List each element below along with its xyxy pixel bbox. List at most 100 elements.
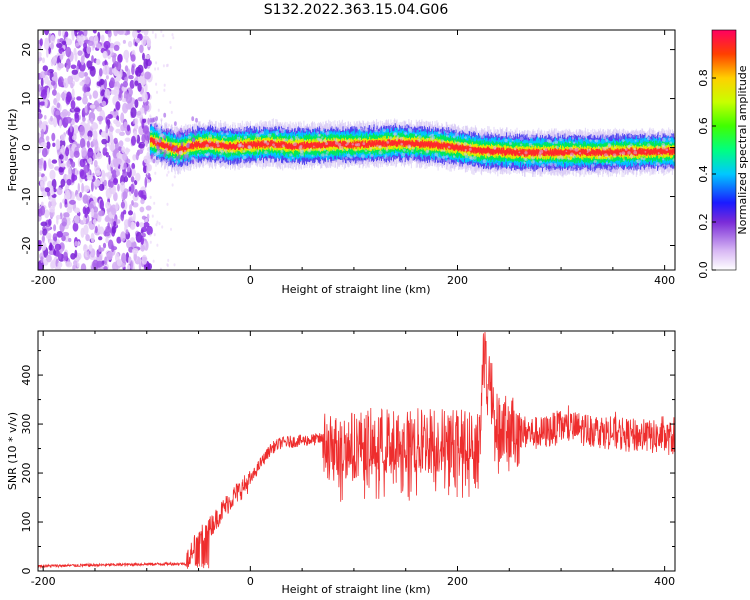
noise-blob [109,125,114,132]
noise-blob [128,186,132,192]
noise-blob [60,134,66,141]
noise-blob [98,68,103,77]
noise-blob [38,171,42,177]
noise-blob [154,35,157,39]
noise-blob [86,45,91,55]
noise-blob [65,147,70,157]
noise-blob [80,55,85,66]
noise-blob [111,225,117,234]
noise-blob [102,147,108,153]
noise-blob [45,232,52,240]
noise-blob [102,50,108,59]
noise-blob [87,147,94,159]
noise-blob [117,146,123,152]
noise-blob [59,119,62,129]
noise-blob [56,187,63,196]
noise-blob [120,181,126,193]
noise-blob [139,44,144,54]
noise-blob [40,256,44,264]
noise-blob [98,236,103,241]
noise-blob [170,227,172,231]
noise-blob [135,172,141,182]
noise-blob [118,154,123,159]
noise-blob [59,54,64,60]
noise-blob [73,150,80,158]
noise-blob [136,110,142,116]
noise-blob [78,71,85,79]
noise-blob [134,117,139,126]
noise-blob [137,64,144,74]
noise-blob [126,124,131,132]
noise-blob [113,137,118,145]
noise-blob [75,42,80,47]
noise-blob [70,123,73,133]
noise-blob [79,125,85,136]
noise-blob [103,266,108,270]
noise-blob [173,263,176,267]
noise-blob [141,91,148,103]
noise-blob [82,244,88,253]
noise-blob [71,88,75,99]
noise-blob [149,195,152,199]
noise-blob [102,170,106,182]
noise-blob [87,136,92,141]
noise-blob [54,243,62,251]
noise-blob [76,35,82,42]
noise-blob [130,183,135,194]
noise-blob [86,174,94,181]
noise-blob [51,197,56,209]
noise-blob [169,46,172,50]
noise-blob [96,250,100,258]
noise-blob [146,225,153,236]
noise-blob [94,225,98,234]
noise-blob [76,65,79,72]
noise-blob [85,234,90,242]
noise-blob [40,201,44,207]
noise-blob [151,30,154,34]
noise-blob [50,115,53,122]
noise-blob [98,247,105,252]
noise-blob [115,128,121,134]
noise-blob [142,52,145,61]
noise-blob [157,67,160,71]
noise-blob [131,65,135,75]
trace-band-cell [334,141,336,151]
noise-blob [147,263,152,270]
noise-blob [116,61,122,71]
noise-blob [146,164,149,176]
noise-blob [92,137,98,146]
noise-blob [124,137,131,142]
noise-blob [130,54,136,62]
noise-blob [138,143,145,149]
noise-blob [52,89,57,96]
noise-blob [135,37,141,44]
noise-blob [102,69,106,75]
noise-blob [43,30,50,36]
noise-blob [42,228,48,236]
noise-blob [87,130,93,138]
noise-blob [109,144,116,151]
noise-blob [98,226,105,235]
noise-blob [120,211,125,222]
noise-blob [167,170,170,174]
noise-blob [160,30,163,33]
noise-blob [144,176,148,188]
noise-blob [58,167,64,173]
noise-blob [168,123,170,127]
noise-blob [133,179,138,186]
noise-blob [66,159,71,168]
noise-blob [127,264,131,270]
noise-blob [149,240,152,244]
noise-blob [126,239,132,249]
noise-blob [103,40,111,49]
noise-blob [71,69,79,75]
noise-blob [128,210,133,216]
noise-blob [162,34,165,38]
noise-blob [154,171,157,175]
noise-blob [67,75,74,85]
noise-blob [70,161,76,168]
noise-blob [49,185,54,194]
noise-blob [104,216,111,223]
figure-title: S132.2022.363.15.04.G06 [264,2,449,18]
